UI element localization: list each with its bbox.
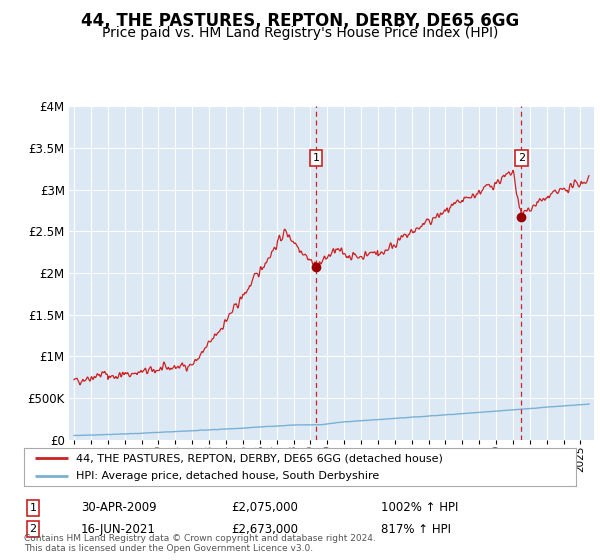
Text: 44, THE PASTURES, REPTON, DERBY, DE65 6GG (detached house): 44, THE PASTURES, REPTON, DERBY, DE65 6G…: [76, 453, 443, 463]
Text: Price paid vs. HM Land Registry's House Price Index (HPI): Price paid vs. HM Land Registry's House …: [102, 26, 498, 40]
Text: HPI: Average price, detached house, South Derbyshire: HPI: Average price, detached house, Sout…: [76, 471, 380, 481]
Text: 2: 2: [518, 153, 525, 163]
Text: 817% ↑ HPI: 817% ↑ HPI: [381, 522, 451, 536]
Text: 2: 2: [29, 524, 37, 534]
Text: 30-APR-2009: 30-APR-2009: [81, 501, 157, 515]
Text: Contains HM Land Registry data © Crown copyright and database right 2024.
This d: Contains HM Land Registry data © Crown c…: [24, 534, 376, 553]
Text: £2,075,000: £2,075,000: [231, 501, 298, 515]
Text: 1: 1: [29, 503, 37, 513]
Text: 16-JUN-2021: 16-JUN-2021: [81, 522, 156, 536]
Text: 44, THE PASTURES, REPTON, DERBY, DE65 6GG: 44, THE PASTURES, REPTON, DERBY, DE65 6G…: [81, 12, 519, 30]
Text: £2,673,000: £2,673,000: [231, 522, 298, 536]
Text: 1002% ↑ HPI: 1002% ↑ HPI: [381, 501, 458, 515]
Text: 1: 1: [313, 153, 319, 163]
